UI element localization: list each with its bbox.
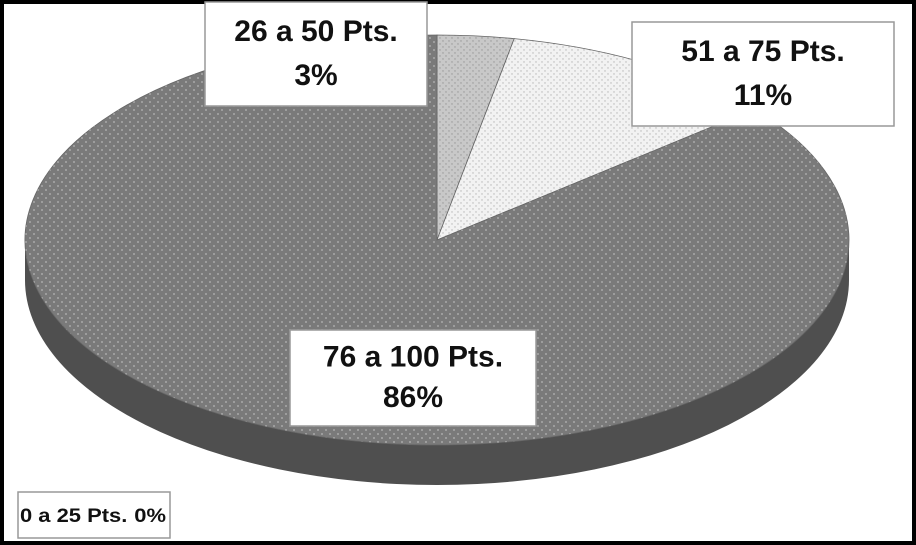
label-box [17,491,171,539]
category-label: 0 a 25 Pts. [20,506,127,527]
label-box [631,21,895,127]
category-label: 26 a 50 Pts. [234,15,397,48]
value-label: 0% [134,506,166,527]
label-box [204,1,428,107]
value-label: 11% [734,79,792,112]
category-label: 51 a 75 Pts. [681,35,844,68]
data-label: 0 a 25 Pts. 0% [20,506,166,527]
label-box [289,329,537,427]
value-label: 86% [383,381,443,414]
value-label: 3% [294,59,337,92]
category-label: 76 a 100 Pts. [323,341,503,374]
